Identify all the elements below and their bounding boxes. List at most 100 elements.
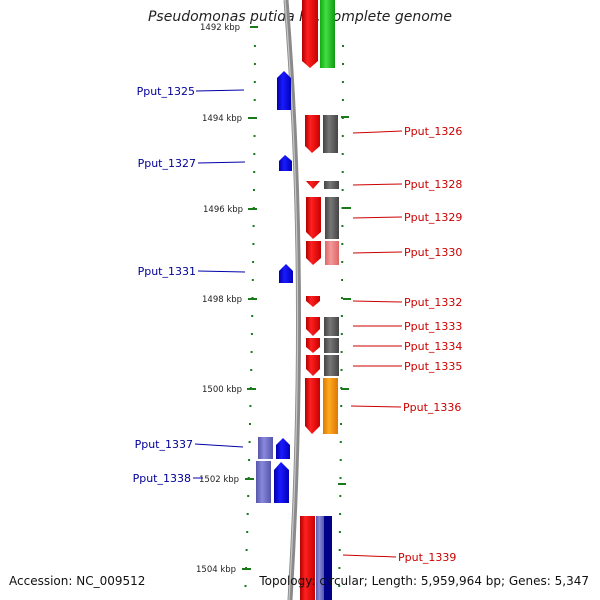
label-pput-1333[interactable]: Pput_1333 [404,320,462,333]
label-pput-1326[interactable]: Pput_1326 [404,125,462,138]
label-pput-1332[interactable]: Pput_1332 [404,296,462,309]
minor-tick-dot [341,171,344,173]
gene-pput-1331[interactable] [279,264,293,283]
leader-lines-forward [342,130,403,558]
minor-tick-dot [341,153,344,155]
minor-tick-dot [339,441,342,443]
tick-1492: 1492 kbp [200,23,258,33]
gene-pput-1332[interactable] [306,296,320,307]
gene-pput-1326[interactable] [305,115,320,153]
gene-pput-1339[interactable] [300,516,315,600]
homolog-pput-1335 [324,355,339,376]
minor-tick-dot [253,189,255,191]
homolog-pput-1339-b [324,516,332,600]
minor-tick-dot [247,495,250,497]
homolog-pput-1326 [323,115,338,153]
tick-1500: 1500 kbp [202,385,256,395]
minor-tick-dot [338,567,341,569]
minor-tick-dot [340,423,342,425]
label-pput-1334[interactable]: Pput_1334 [404,340,462,353]
minor-tick-dot [341,135,344,137]
map-title: Pseudomonas putida F1, complete genome [147,9,453,25]
minor-tick-dot [253,63,256,65]
tick-label: 1492 kbp [200,23,240,33]
label-pput-1335[interactable]: Pput_1335 [404,360,462,373]
homolog-pput-1328 [324,181,339,189]
gene-labels: Pput_1325 Pput_1327 Pput_1331 Pput_1337 … [133,85,463,564]
gene-pput-1328[interactable] [306,181,320,189]
homolog-pput-1330 [325,241,339,265]
minor-tick-dot [340,333,343,335]
homolog-pput-1336 [323,378,338,434]
label-pput-1325[interactable]: Pput_1325 [137,85,195,98]
homolog-pput-1333 [324,317,339,336]
minor-tick-dot [253,135,256,137]
tick-dots [244,45,344,587]
minor-tick-dot [244,585,247,587]
outer-ticks [338,116,351,485]
minor-tick-dot [253,45,256,47]
minor-tick-dot [250,369,253,371]
gene-top-1[interactable] [302,0,318,68]
minor-tick-dot [250,351,253,353]
tick-1498: 1498 kbp [202,295,257,305]
minor-tick-dot [341,189,344,191]
minor-tick-dot [253,81,256,83]
minor-tick-dot [341,261,344,263]
minor-tick-dot [251,315,254,317]
minor-tick-dot [342,63,344,65]
gene-pput-1329[interactable] [306,197,321,239]
homolog-pput-1334 [324,338,339,353]
minor-tick-dot [253,153,256,155]
minor-tick-dot [245,549,248,551]
minor-tick-dot [250,333,253,335]
minor-tick-dot [338,585,341,587]
leader-lines-reverse [193,89,246,479]
label-pput-1338[interactable]: Pput_1338 [133,472,191,485]
tick-1494: 1494 kbp [202,114,257,124]
gene-pput-1338[interactable] [274,462,289,503]
gene-pput-1325[interactable] [277,71,291,110]
gene-pput-1333[interactable] [306,317,320,336]
minor-tick-dot [341,279,344,281]
gene-pput-1327[interactable] [279,155,292,171]
accession-text: Accession: NC_009512 [9,574,146,588]
minor-tick-dot [251,279,254,281]
minor-tick-dot [253,99,256,101]
minor-tick-dot [252,243,255,245]
gene-pput-1330[interactable] [306,241,321,265]
gene-pput-1337[interactable] [276,438,290,459]
minor-tick-dot [340,315,343,317]
minor-tick-dot [339,495,342,497]
gene-pput-1334[interactable] [306,338,320,353]
tick-1496: 1496 kbp [203,205,257,215]
minor-tick-dot [341,297,343,299]
gene-pput-1336[interactable] [305,378,320,434]
tick-label: 1494 kbp [202,114,242,124]
label-pput-1328[interactable]: Pput_1328 [404,178,462,191]
minor-tick-dot [249,423,251,425]
label-pput-1331[interactable]: Pput_1331 [138,265,196,278]
tick-label: 1504 kbp [196,565,236,575]
minor-tick-dot [341,207,344,209]
homolog-pput-1329 [325,197,339,239]
label-pput-1327[interactable]: Pput_1327 [138,157,196,170]
minor-tick-dot [248,459,251,461]
homolog-pput-1338 [256,461,271,503]
minor-tick-dot [338,549,341,551]
minor-tick-dot [339,477,342,479]
minor-tick-dot [246,513,249,515]
minor-tick-dot [341,81,344,83]
minor-tick-dot [248,441,251,443]
homolog-top-1 [320,0,335,68]
label-pput-1337[interactable]: Pput_1337 [135,438,193,451]
gene-pput-1335[interactable] [306,355,320,376]
label-pput-1329[interactable]: Pput_1329 [404,211,462,224]
label-pput-1339[interactable]: Pput_1339 [398,551,456,564]
label-pput-1330[interactable]: Pput_1330 [404,246,462,259]
minor-tick-dot [340,351,343,353]
minor-tick-dot [252,225,255,227]
label-pput-1336[interactable]: Pput_1336 [403,401,461,414]
tick-label: 1496 kbp [203,205,243,215]
